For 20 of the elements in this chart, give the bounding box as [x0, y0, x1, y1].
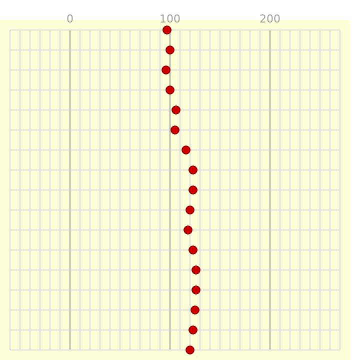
point [190, 306, 200, 314]
point [166, 46, 174, 54]
point [166, 86, 174, 94]
x-tick-label: 0 [66, 12, 74, 26]
point [188, 186, 198, 194]
x-tick-label: 100 [160, 12, 180, 26]
x-tick-label: 200 [260, 12, 280, 26]
point [162, 66, 170, 74]
point [170, 126, 180, 134]
point [182, 146, 190, 154]
point [188, 326, 198, 334]
point [162, 26, 172, 34]
point [192, 266, 200, 274]
point [188, 166, 198, 174]
point [184, 226, 192, 234]
point [186, 346, 194, 354]
point [192, 286, 200, 294]
point [188, 246, 198, 254]
point [186, 206, 194, 214]
point [172, 106, 180, 114]
